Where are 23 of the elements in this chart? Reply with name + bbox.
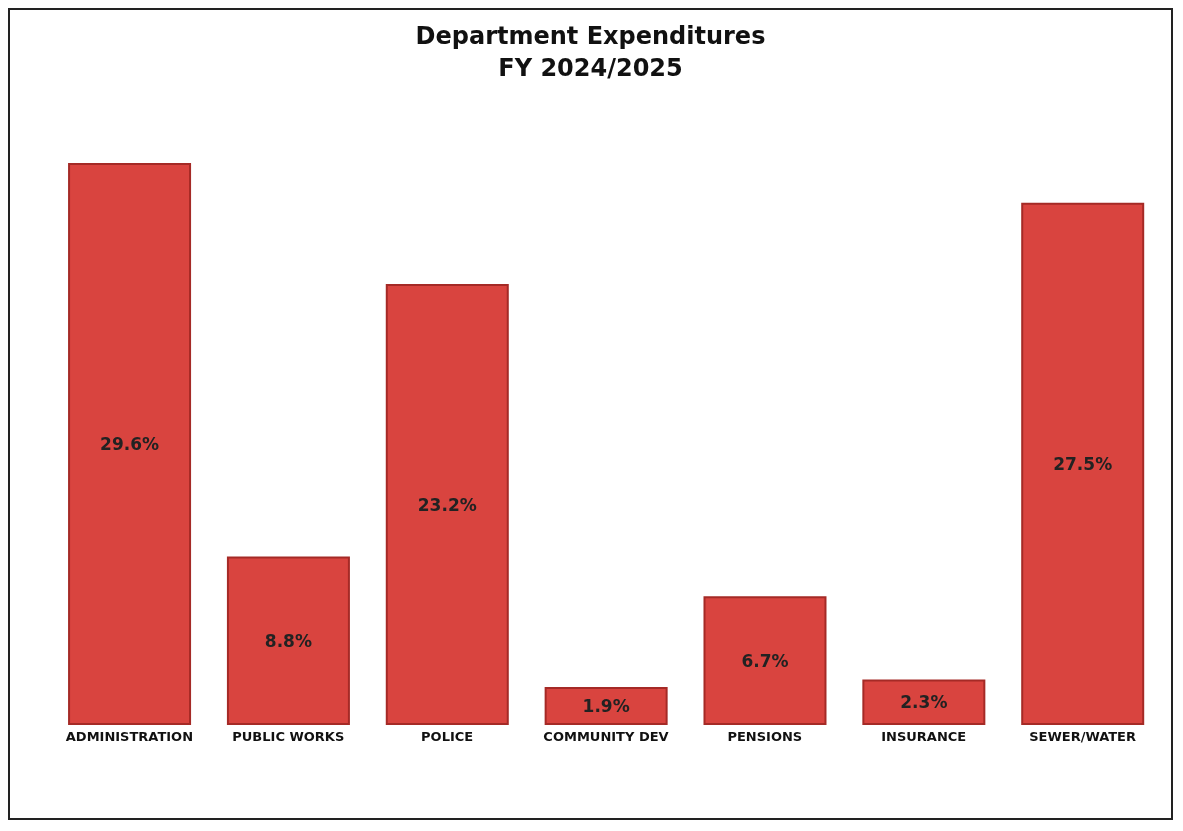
data-label: 1.9% (582, 696, 630, 717)
bar (703, 596, 827, 725)
x-tick-label: PENSIONS (727, 729, 803, 745)
x-tick-label: COMMUNITY DEV (543, 729, 669, 745)
data-label: 6.7% (741, 650, 789, 671)
data-label: 2.3% (900, 692, 948, 713)
bar (544, 687, 668, 725)
x-tick-label: INSURANCE (881, 729, 967, 745)
bar (68, 163, 192, 725)
data-label: 8.8% (264, 630, 312, 651)
x-tick-label: SEWER/WATER (1029, 729, 1136, 745)
bar (1021, 202, 1145, 725)
chart-title: Department Expenditures (414, 21, 767, 52)
data-label: 27.5% (1053, 453, 1113, 474)
bar (862, 679, 986, 725)
x-tick-label: PUBLIC WORKS (232, 729, 345, 745)
x-tick-label: POLICE (421, 729, 474, 745)
data-label: 23.2% (417, 494, 477, 515)
data-label: 29.6% (100, 434, 160, 455)
bar (226, 556, 350, 725)
bar (385, 284, 509, 725)
x-tick-label: ADMINISTRATION (65, 729, 194, 745)
chart-subtitle: FY 2024/2025 (497, 53, 684, 84)
